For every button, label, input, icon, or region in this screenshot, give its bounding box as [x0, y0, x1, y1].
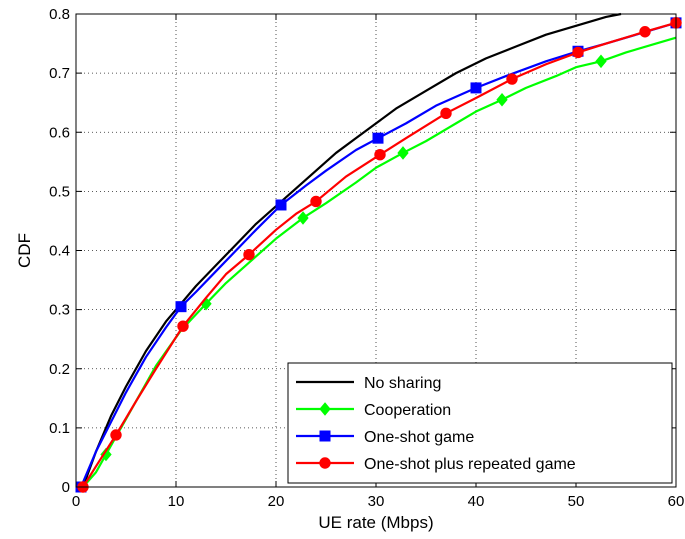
y-tick-label: 0.3 — [49, 302, 70, 319]
ticks: 0 10 20 30 40 50 60 0 0.1 0.2 0.3 0.4 0.5 0.6 0.7 0.8 — [49, 6, 684, 510]
data-point-one-shot-plus-repeated-game — [243, 248, 255, 261]
data-point-one-shot-plus-repeated-game — [440, 107, 452, 120]
data-point-one-shot-game — [175, 301, 187, 313]
x-axis-label: UE rate (Mbps) — [318, 513, 433, 532]
legend-marker — [319, 430, 331, 442]
y-tick-label: 0.5 — [49, 183, 70, 200]
x-tick-label: 60 — [668, 493, 685, 510]
y-tick-label: 0.7 — [49, 65, 70, 82]
legend-item-one-shot-plus-repeated-game: One-shot plus repeated game — [296, 456, 576, 473]
x-tick-label: 20 — [268, 493, 285, 510]
series-no-sharing — [81, 12, 622, 488]
data-point-cooperation — [100, 447, 112, 462]
data-point-cooperation — [297, 211, 309, 225]
series-layer — [75, 12, 682, 493]
x-tick-label: 40 — [468, 493, 485, 510]
x-tick-label: 10 — [168, 493, 185, 510]
y-axis-label: CDF — [15, 233, 34, 268]
data-point-one-shot-plus-repeated-game — [310, 195, 322, 208]
data-point-cooperation — [595, 54, 607, 69]
data-point-one-shot-plus-repeated-game — [639, 26, 651, 38]
legend-marker — [319, 457, 331, 469]
legend-label: One-shot plus repeated game — [364, 456, 576, 473]
data-point-one-shot-plus-repeated-game — [374, 149, 386, 161]
y-tick-label: 0.4 — [49, 243, 70, 260]
legend-item-cooperation: Cooperation — [296, 402, 451, 419]
series-line-no-sharing — [81, 12, 622, 488]
y-tick-label: 0.6 — [49, 124, 70, 141]
data-point-one-shot-plus-repeated-game — [506, 73, 518, 85]
y-tick-label: 0 — [62, 479, 70, 496]
data-point-one-shot-plus-repeated-game — [110, 429, 122, 441]
legend-marker — [319, 402, 331, 416]
x-tick-label: 0 — [72, 493, 80, 510]
legend-label: Cooperation — [364, 402, 451, 419]
x-tick-label: 50 — [568, 493, 585, 510]
data-point-one-shot-game — [275, 199, 287, 211]
data-point-one-shot-plus-repeated-game — [177, 320, 189, 332]
x-tick-label: 30 — [368, 493, 385, 510]
data-point-one-shot-game — [470, 82, 482, 94]
legend: No sharing Cooperation One-shot game One-sh… — [287, 362, 673, 484]
data-point-one-shot-game — [372, 132, 384, 144]
legend-item-no-sharing: No sharing — [296, 375, 441, 392]
y-tick-label: 0.8 — [49, 6, 70, 23]
legend-label: One-shot game — [364, 429, 474, 446]
series-line-one-shot-game — [79, 21, 677, 488]
y-tick-label: 0.2 — [49, 361, 70, 378]
data-point-one-shot-plus-repeated-game — [572, 46, 584, 59]
legend-label: No sharing — [364, 375, 441, 392]
y-tick-label: 0.1 — [49, 420, 70, 437]
data-point-cooperation — [496, 92, 508, 107]
series-one-shot-plus-repeated-game — [77, 17, 682, 493]
legend-item-one-shot-game: One-shot game — [296, 429, 474, 446]
data-point-cooperation — [397, 146, 409, 160]
